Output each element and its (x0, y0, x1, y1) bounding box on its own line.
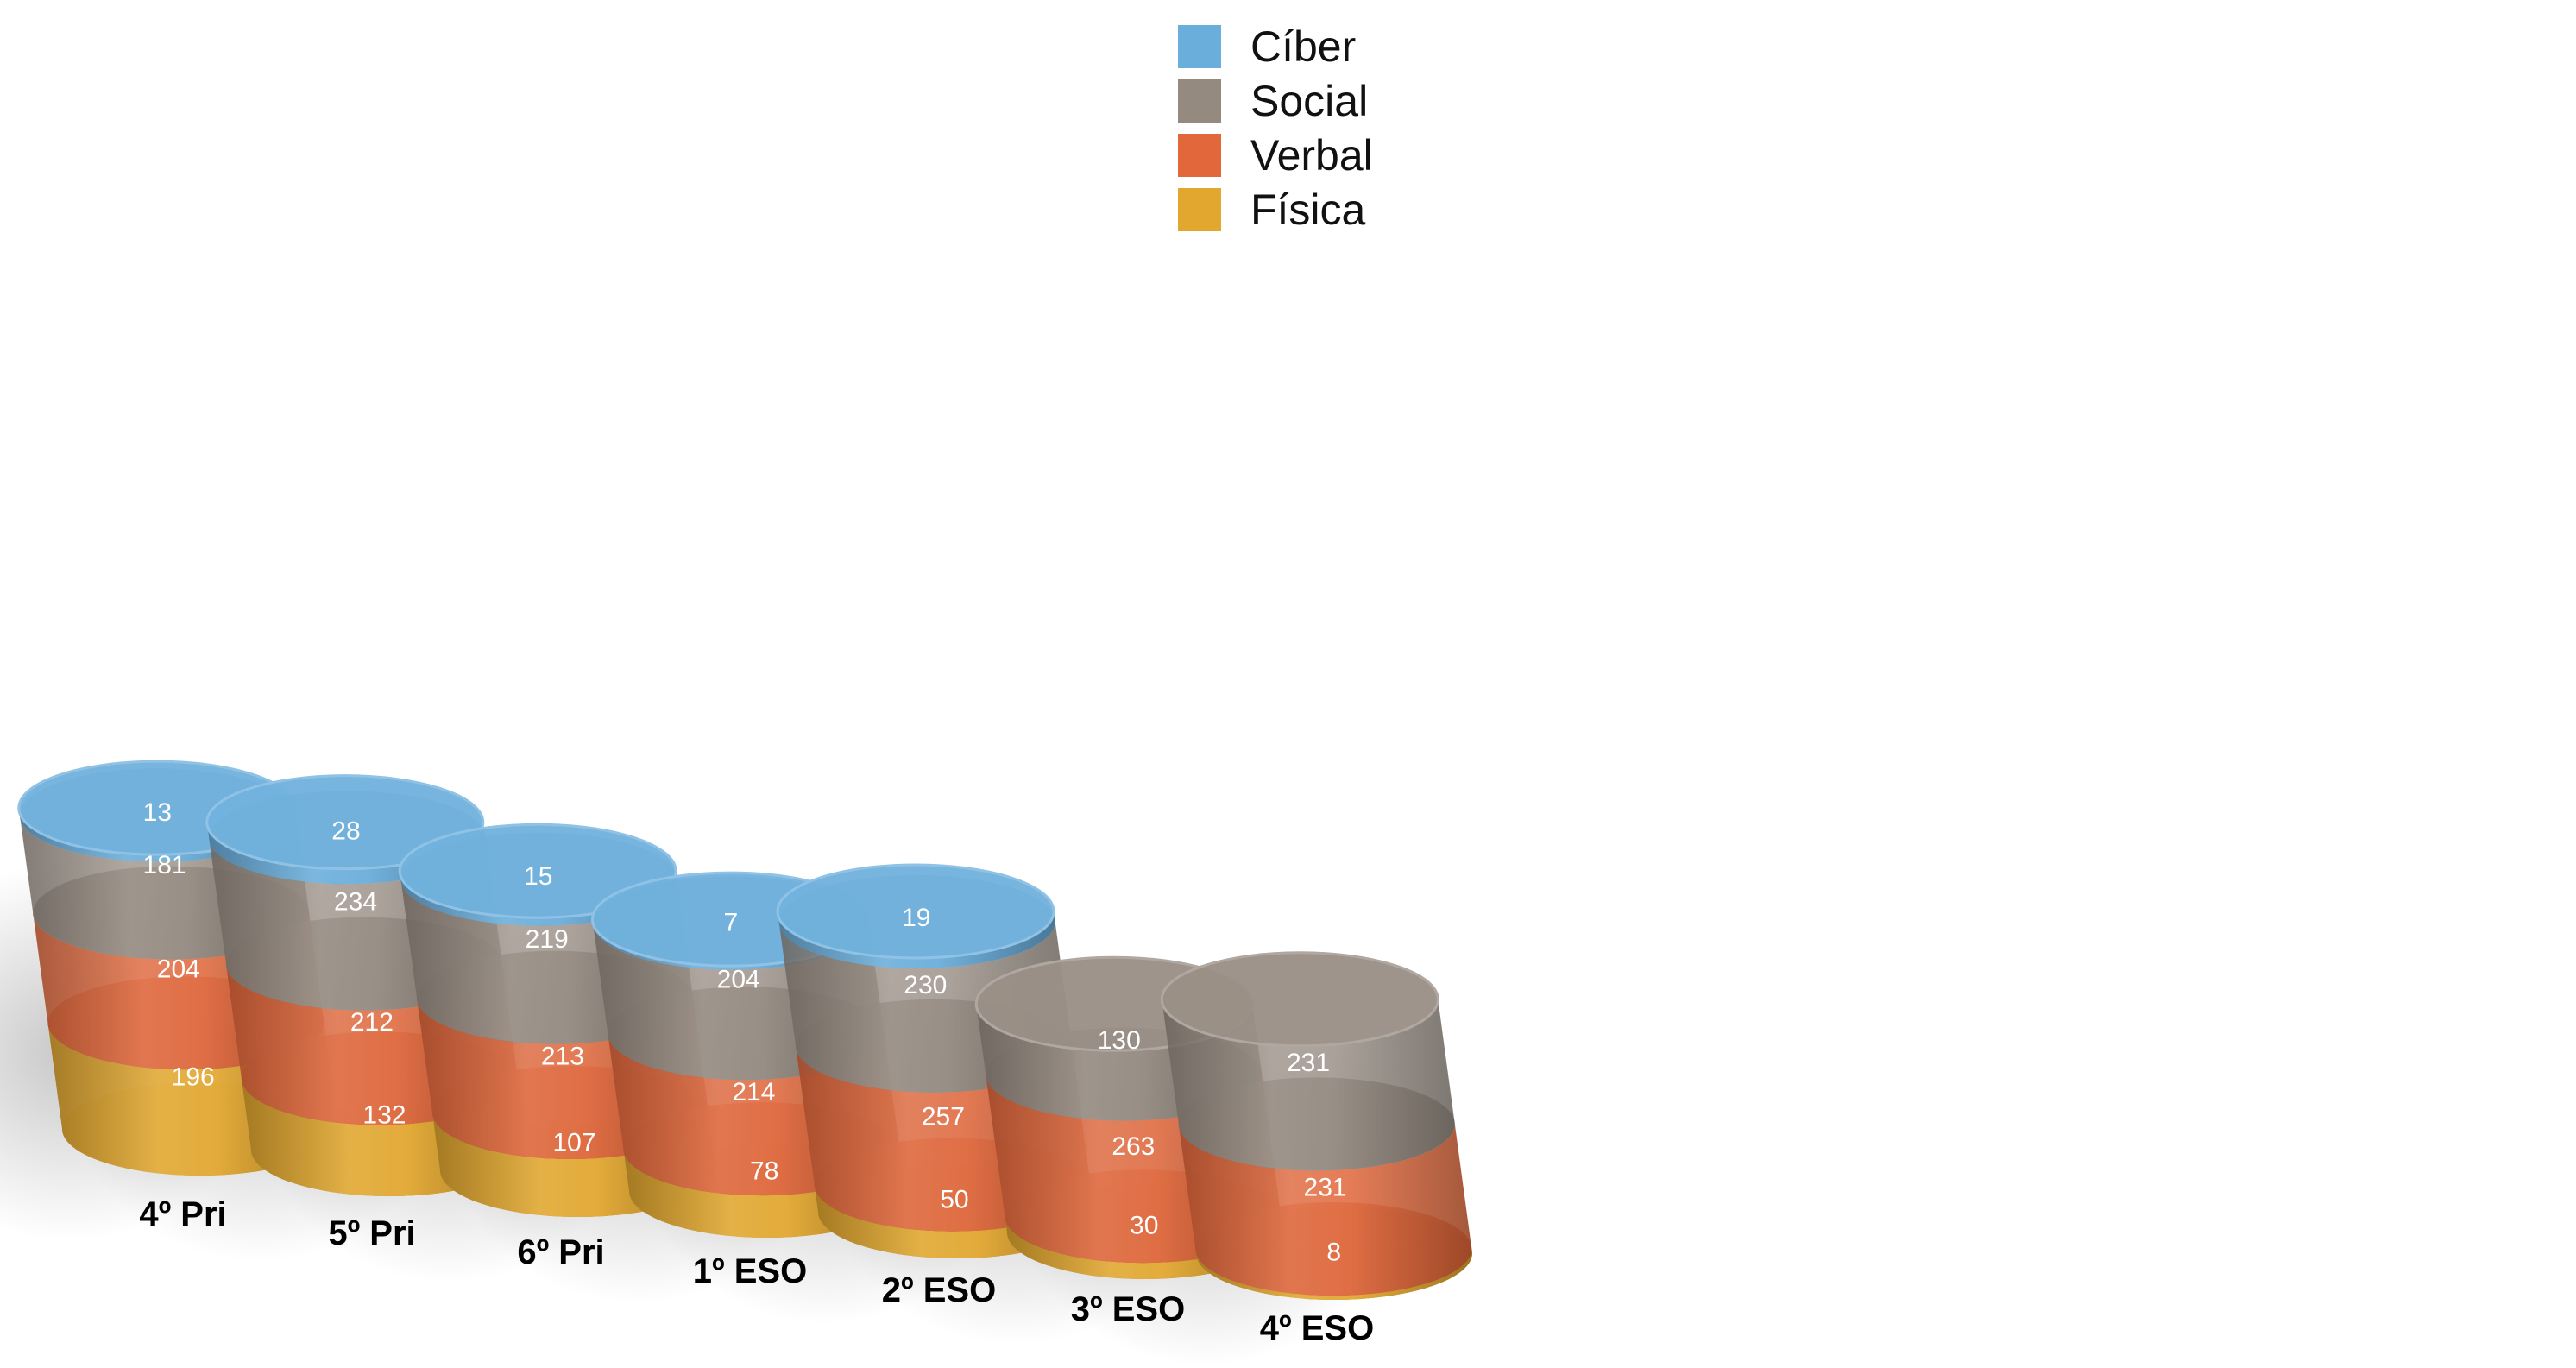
cylinder-top-rim (398, 823, 677, 919)
value-label-fisica: 8 (1326, 1238, 1341, 1266)
legend-item-verbal: Verbal (1178, 128, 1373, 182)
legend-label-social: Social (1250, 76, 1369, 125)
category-label: 1º ESO (693, 1252, 807, 1290)
cylinder-top-cap (206, 775, 483, 869)
value-label-ciber: 13 (143, 798, 172, 827)
value-label-fisica: 78 (750, 1157, 778, 1186)
legend-label-verbal: Verbal (1250, 130, 1373, 180)
value-label-fisica: 30 (1130, 1212, 1158, 1240)
value-label-social: 231 (1287, 1049, 1330, 1077)
legend-item-ciber: Cíber (1178, 19, 1373, 73)
value-label-verbal: 263 (1112, 1132, 1155, 1161)
value-label-verbal: 213 (541, 1042, 584, 1070)
value-label-ciber: 19 (902, 904, 930, 932)
value-label-verbal: 257 (922, 1102, 965, 1131)
category-label: 5º Pri (328, 1214, 415, 1252)
cylinder-top-cap (778, 864, 1055, 958)
legend: Cíber Social Verbal Física (1178, 19, 1373, 236)
value-label-fisica: 196 (172, 1063, 215, 1092)
cylinder-top-rim (205, 774, 485, 871)
segment-verbal (1178, 1124, 1472, 1296)
legend-swatch-verbal (1178, 133, 1221, 177)
segment-ciber (778, 911, 1055, 968)
segment-social (1162, 999, 1455, 1171)
category-label: 3º ESO (1071, 1290, 1185, 1328)
cylinder-top-cap (400, 824, 677, 918)
value-label-ciber: 28 (331, 816, 360, 845)
value-label-ciber: 15 (524, 862, 552, 891)
value-label-ciber: 7 (723, 908, 738, 936)
value-label-social: 130 (1098, 1026, 1141, 1055)
cylinder-top-rim (1160, 951, 1439, 1048)
cylinder-top-rim (776, 863, 1055, 960)
value-label-social: 230 (904, 971, 947, 999)
value-label-verbal: 214 (732, 1078, 775, 1106)
legend-swatch-social (1178, 79, 1221, 123)
cylinder-4-eso (1160, 951, 1472, 1300)
legend-swatch-ciber (1178, 24, 1221, 68)
legend-label-ciber: Cíber (1250, 22, 1357, 71)
value-label-verbal: 212 (350, 1008, 394, 1037)
value-label-fisica: 132 (362, 1101, 406, 1130)
value-label-social: 234 (334, 887, 377, 916)
value-label-verbal: 231 (1304, 1174, 1347, 1202)
value-label-social: 181 (143, 851, 186, 879)
cylinder-top-cap (1162, 952, 1439, 1046)
value-label-social: 219 (526, 925, 569, 954)
legend-item-fisica: Física (1178, 182, 1373, 236)
value-label-verbal: 204 (157, 955, 200, 983)
value-label-fisica: 107 (552, 1129, 595, 1157)
value-label-fisica: 50 (940, 1185, 968, 1214)
category-label: 6º Pri (517, 1233, 604, 1271)
legend-item-social: Social (1178, 73, 1373, 128)
legend-swatch-fisica (1178, 187, 1221, 231)
category-label: 4º Pri (139, 1195, 226, 1233)
legend-label-fisica: Física (1250, 185, 1366, 234)
category-label: 4º ESO (1260, 1309, 1374, 1347)
category-label: 2º ESO (882, 1271, 996, 1309)
value-label-social: 204 (717, 965, 760, 993)
